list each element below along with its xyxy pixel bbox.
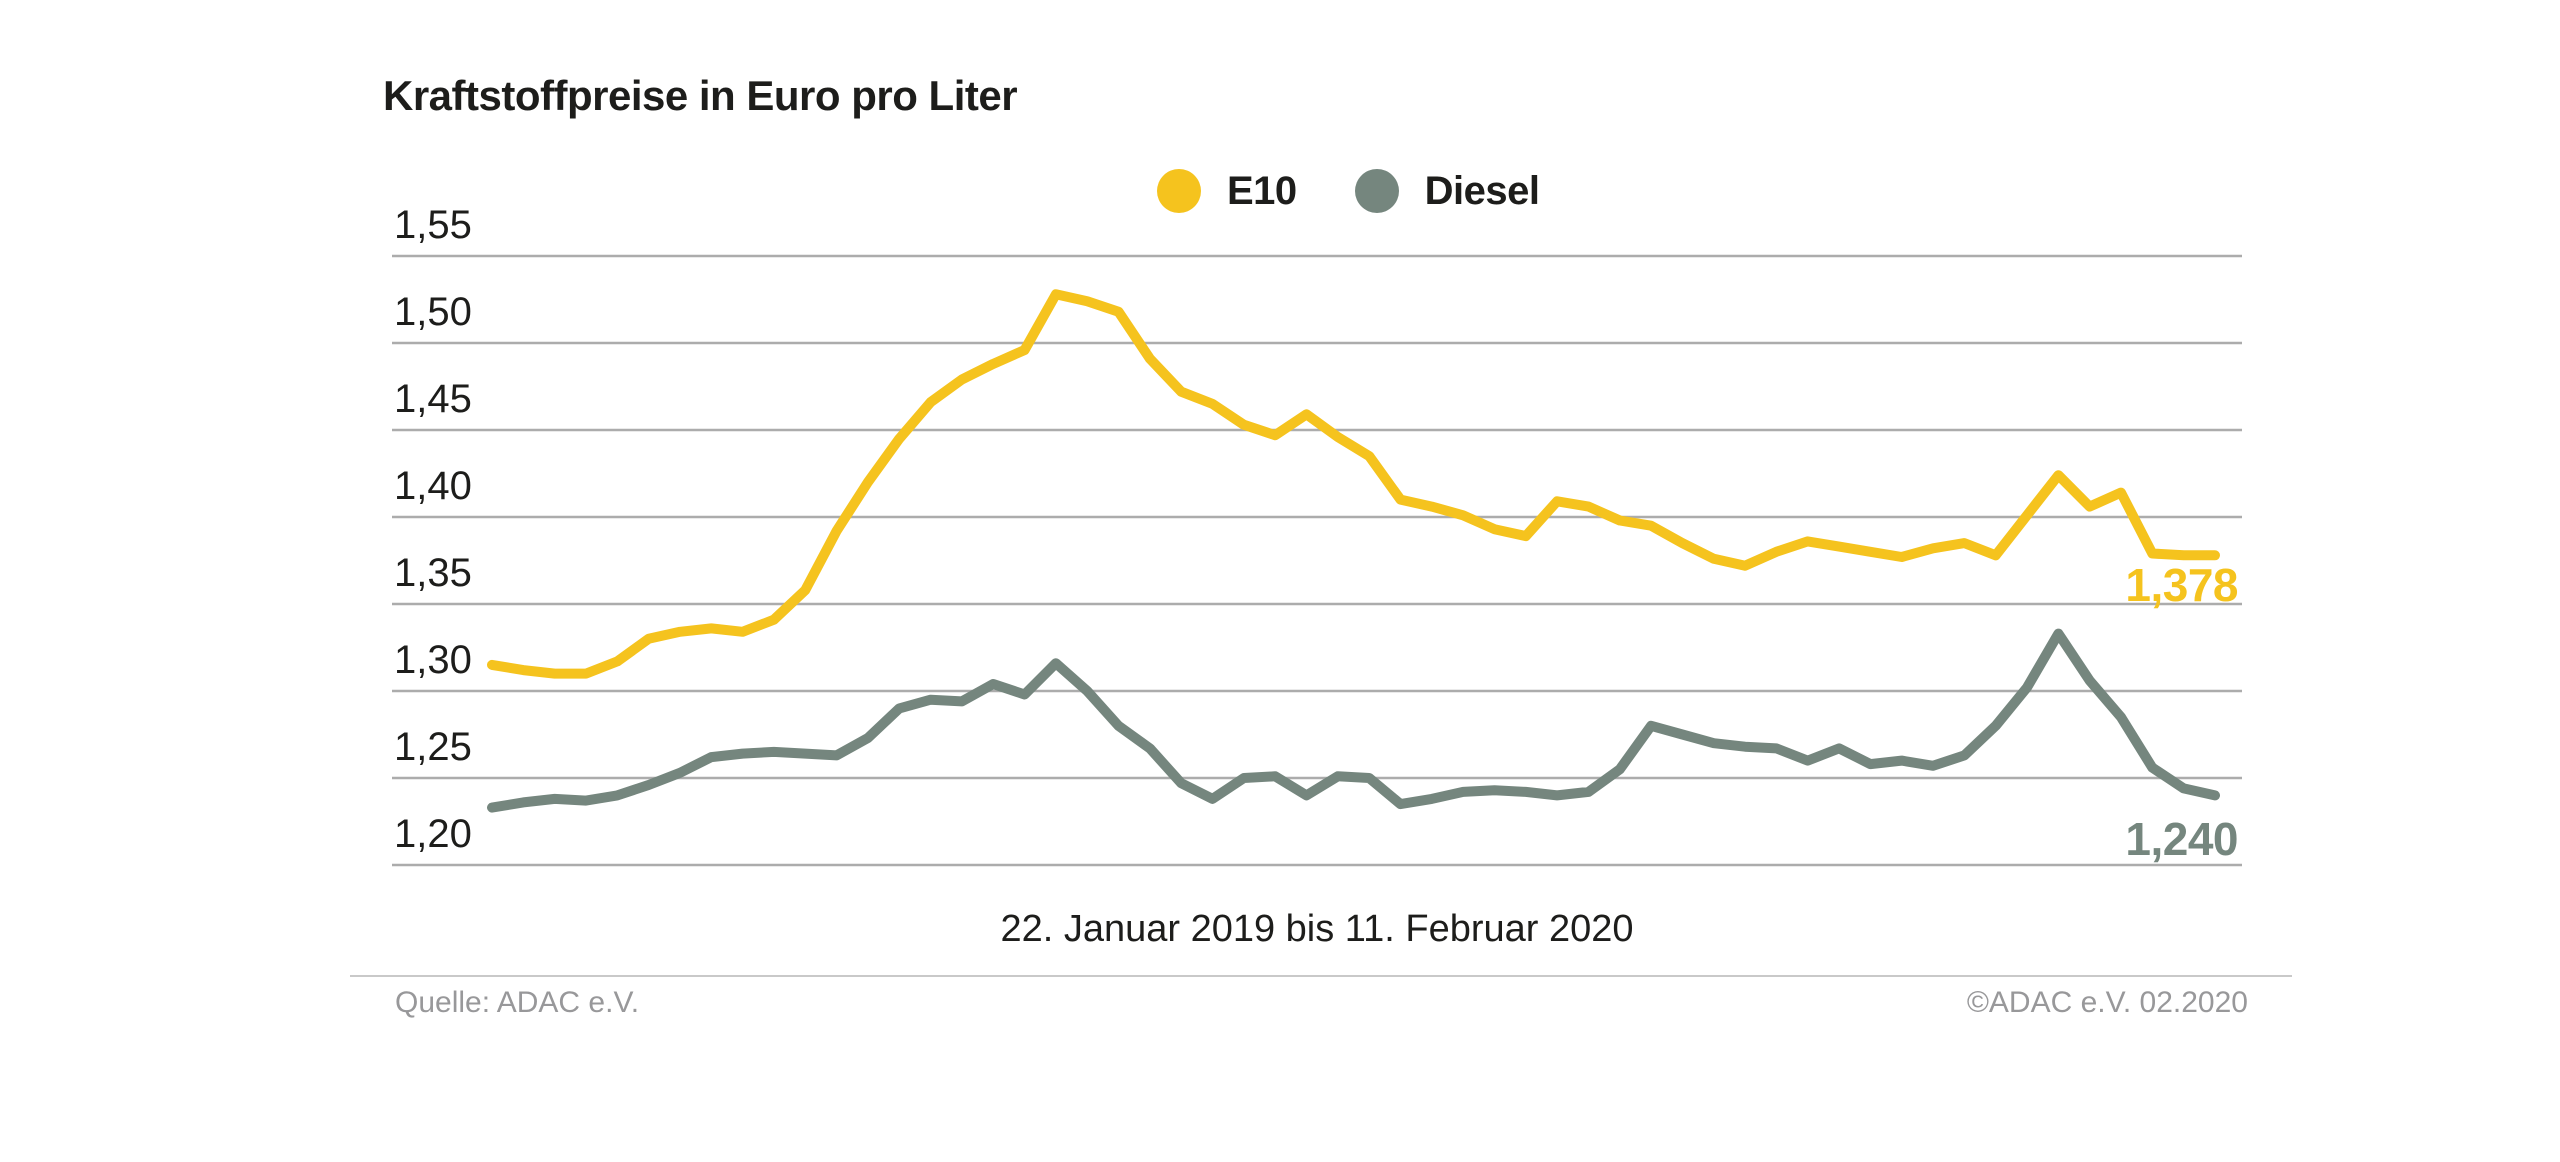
diesel-legend-label: Diesel [1424,168,1540,213]
legend: E10 Diesel [1157,167,1540,215]
y-axis-label: 1,25 [394,725,472,769]
x-axis-caption: 22. Januar 2019 bis 11. Februar 2020 [1000,908,1634,950]
footer-source: Quelle: ADAC e.V. [395,986,640,1019]
y-axis-label: 1,40 [394,464,472,508]
y-axis-label: 1,55 [394,203,472,247]
y-axis-label: 1,30 [394,638,472,682]
footer-copyright: ©ADAC e.V. 02.2020 [1966,986,2248,1019]
e10-line [487,289,2220,679]
diesel-legend-dot [1354,169,1399,213]
y-axis-label: 1,45 [394,377,472,421]
e10-legend-dot [1157,169,1201,213]
e10-legend-label: E10 [1227,168,1297,213]
y-axis-label: 1,50 [394,290,472,334]
footer-divider [350,975,2292,977]
chart-title: Kraftstoffpreise in Euro pro Liter [383,72,1018,119]
diesel-end-value-label: 1,240 [2125,813,2238,865]
gridlines [392,254,2242,867]
e10-end-value-label: 1,378 [2125,559,2238,611]
y-axis-label: 1,20 [394,812,472,856]
y-axis-label: 1,35 [394,551,472,595]
diesel-line [487,628,2220,813]
